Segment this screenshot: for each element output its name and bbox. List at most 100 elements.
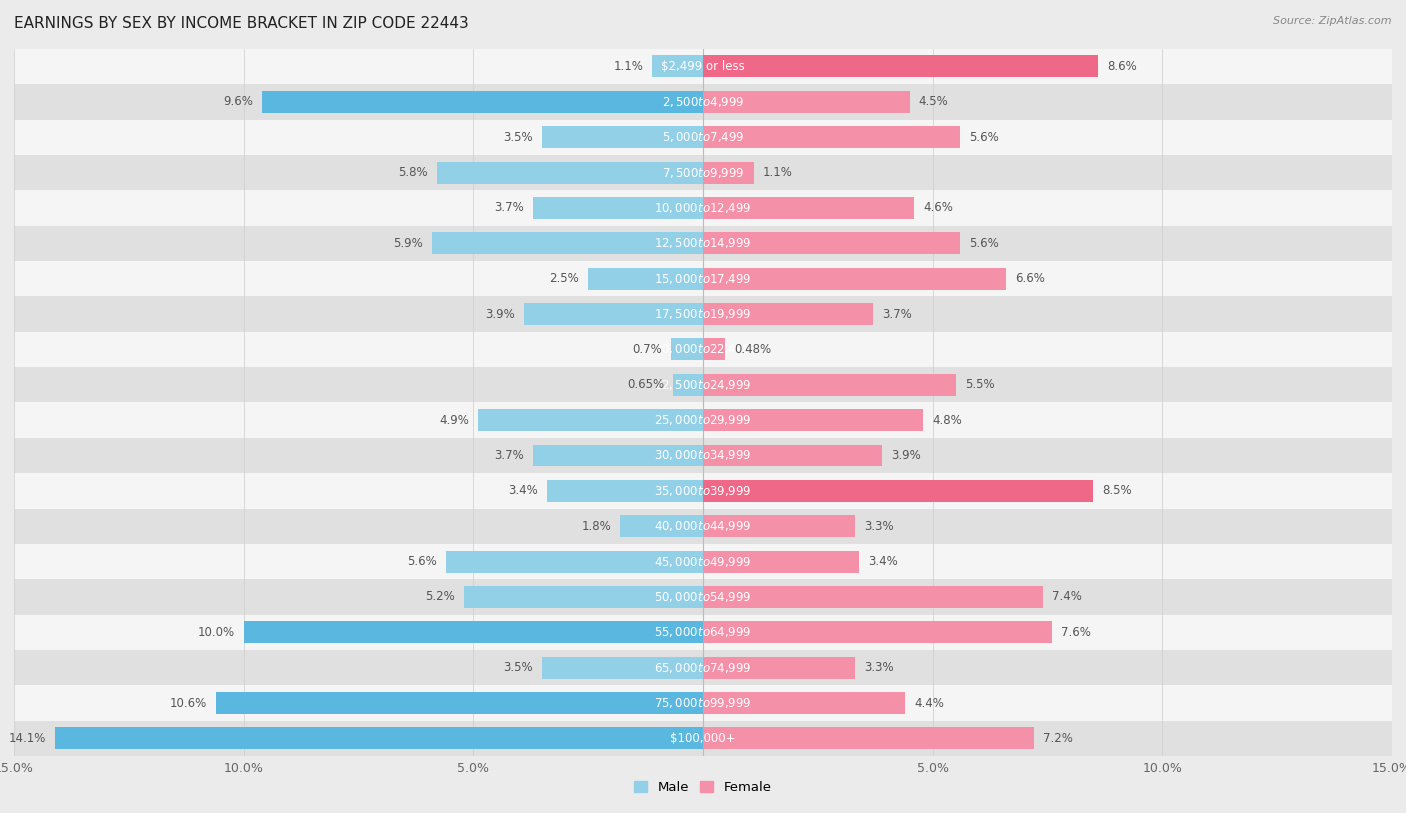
Text: $35,000 to $39,999: $35,000 to $39,999: [654, 484, 752, 498]
Text: 3.5%: 3.5%: [503, 131, 533, 144]
Text: 0.7%: 0.7%: [631, 343, 662, 356]
Text: $7,500 to $9,999: $7,500 to $9,999: [662, 166, 744, 180]
Text: $50,000 to $54,999: $50,000 to $54,999: [654, 590, 752, 604]
Bar: [703, 197, 914, 219]
Text: 8.5%: 8.5%: [1102, 485, 1132, 498]
Text: 7.6%: 7.6%: [1062, 626, 1091, 639]
Bar: [243, 621, 703, 643]
Bar: [703, 303, 873, 325]
Text: 3.7%: 3.7%: [494, 449, 524, 462]
Bar: [14, 297, 1392, 332]
Text: 5.6%: 5.6%: [406, 555, 437, 568]
Bar: [14, 402, 1392, 437]
Text: 5.6%: 5.6%: [969, 237, 1000, 250]
Text: 3.4%: 3.4%: [869, 555, 898, 568]
Bar: [14, 49, 1392, 85]
Bar: [14, 579, 1392, 615]
Text: $17,500 to $19,999: $17,500 to $19,999: [654, 307, 752, 321]
Text: $75,000 to $99,999: $75,000 to $99,999: [654, 696, 752, 710]
Text: 9.6%: 9.6%: [224, 95, 253, 108]
Bar: [533, 445, 703, 467]
Bar: [14, 615, 1392, 650]
Bar: [703, 162, 754, 184]
Bar: [14, 650, 1392, 685]
Bar: [14, 720, 1392, 756]
Bar: [703, 480, 1094, 502]
Text: 5.8%: 5.8%: [398, 166, 427, 179]
Text: 8.6%: 8.6%: [1107, 60, 1137, 73]
Bar: [703, 657, 855, 679]
Bar: [14, 190, 1392, 226]
Text: 4.8%: 4.8%: [932, 414, 962, 427]
Bar: [464, 586, 703, 608]
Bar: [703, 445, 882, 467]
Bar: [262, 91, 703, 113]
Text: 5.9%: 5.9%: [394, 237, 423, 250]
Text: EARNINGS BY SEX BY INCOME BRACKET IN ZIP CODE 22443: EARNINGS BY SEX BY INCOME BRACKET IN ZIP…: [14, 16, 468, 31]
Text: Source: ZipAtlas.com: Source: ZipAtlas.com: [1274, 16, 1392, 26]
Bar: [14, 120, 1392, 155]
Bar: [446, 550, 703, 572]
Text: 1.1%: 1.1%: [762, 166, 793, 179]
Text: $2,499 or less: $2,499 or less: [661, 60, 745, 73]
Bar: [14, 473, 1392, 509]
Bar: [14, 685, 1392, 720]
Bar: [703, 621, 1052, 643]
Text: 3.9%: 3.9%: [891, 449, 921, 462]
Text: 1.1%: 1.1%: [613, 60, 644, 73]
Bar: [14, 226, 1392, 261]
Text: 10.6%: 10.6%: [170, 697, 207, 710]
Bar: [437, 162, 703, 184]
Text: 4.5%: 4.5%: [920, 95, 949, 108]
Bar: [432, 233, 703, 254]
Text: $45,000 to $49,999: $45,000 to $49,999: [654, 554, 752, 568]
Text: 3.5%: 3.5%: [503, 661, 533, 674]
Text: 6.6%: 6.6%: [1015, 272, 1045, 285]
Bar: [703, 409, 924, 431]
Text: 1.8%: 1.8%: [582, 520, 612, 533]
Bar: [543, 126, 703, 148]
Text: 7.2%: 7.2%: [1043, 732, 1073, 745]
Text: 4.6%: 4.6%: [924, 202, 953, 215]
Bar: [703, 586, 1043, 608]
Text: 3.4%: 3.4%: [508, 485, 537, 498]
Bar: [14, 544, 1392, 579]
Bar: [524, 303, 703, 325]
Text: $100,000+: $100,000+: [671, 732, 735, 745]
Bar: [703, 91, 910, 113]
Text: $65,000 to $74,999: $65,000 to $74,999: [654, 661, 752, 675]
Bar: [673, 374, 703, 396]
Text: $20,000 to $22,499: $20,000 to $22,499: [654, 342, 752, 356]
Bar: [703, 267, 1007, 289]
Text: 5.2%: 5.2%: [425, 590, 456, 603]
Bar: [703, 55, 1098, 77]
Bar: [703, 374, 956, 396]
Bar: [533, 197, 703, 219]
Text: $15,000 to $17,499: $15,000 to $17,499: [654, 272, 752, 285]
Text: 3.3%: 3.3%: [863, 520, 893, 533]
Text: 10.0%: 10.0%: [197, 626, 235, 639]
Bar: [588, 267, 703, 289]
Text: $55,000 to $64,999: $55,000 to $64,999: [654, 625, 752, 639]
Bar: [703, 550, 859, 572]
Text: $40,000 to $44,999: $40,000 to $44,999: [654, 520, 752, 533]
Bar: [543, 657, 703, 679]
Text: $25,000 to $29,999: $25,000 to $29,999: [654, 413, 752, 427]
Text: 7.4%: 7.4%: [1052, 590, 1083, 603]
Text: 3.7%: 3.7%: [882, 307, 912, 320]
Text: 0.65%: 0.65%: [627, 378, 664, 391]
Text: $5,000 to $7,499: $5,000 to $7,499: [662, 130, 744, 144]
Text: 3.7%: 3.7%: [494, 202, 524, 215]
Text: 5.6%: 5.6%: [969, 131, 1000, 144]
Text: $30,000 to $34,999: $30,000 to $34,999: [654, 449, 752, 463]
Text: 3.9%: 3.9%: [485, 307, 515, 320]
Bar: [14, 437, 1392, 473]
Bar: [703, 233, 960, 254]
Text: $22,500 to $24,999: $22,500 to $24,999: [654, 378, 752, 392]
Legend: Male, Female: Male, Female: [628, 776, 778, 799]
Bar: [14, 509, 1392, 544]
Bar: [217, 692, 703, 714]
Text: 2.5%: 2.5%: [550, 272, 579, 285]
Bar: [547, 480, 703, 502]
Bar: [14, 332, 1392, 367]
